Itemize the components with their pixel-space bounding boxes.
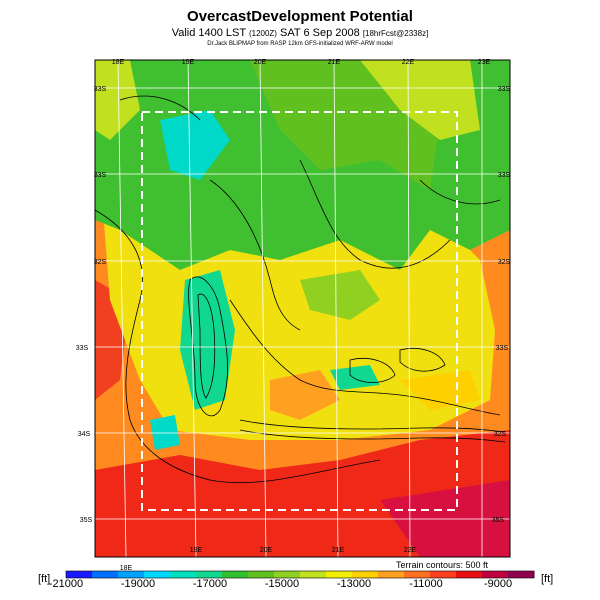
colorbar-swatch [352, 571, 379, 578]
colorbar-frame [65, 570, 535, 579]
field-cyan-north [160, 110, 230, 180]
colorbar-tick-label: -15000 [264, 578, 300, 590]
lon-top-5: 23E [478, 59, 491, 66]
field-yellowgreen-center [300, 270, 380, 320]
lon-bottom-2: 20E [260, 547, 273, 554]
lat-right-3: 33S [496, 345, 509, 352]
lat-right-4: 32S [494, 431, 507, 438]
ridge-contour-2 [239, 419, 506, 433]
lat-left-3: 33S [76, 345, 89, 352]
field-yellowgreen-ne [360, 60, 480, 140]
lat-left-5: 35S [80, 517, 93, 524]
chart-title: OvercastDevelopment Potential [187, 8, 413, 25]
colorbar-swatch [274, 571, 301, 578]
lon-bottom-3: 21E [332, 547, 345, 554]
north-contour-1 [209, 179, 301, 331]
hill-contour-1 [349, 358, 396, 383]
colorbar-swatch [326, 571, 353, 578]
north-contour-3 [119, 95, 201, 121]
valid-time: Valid 1400 LST [171, 27, 246, 39]
hill-contour-2 [399, 348, 446, 372]
forecast-info: [18hrFcst@2338z] [362, 29, 429, 38]
colorbar-tick-label: -11000 [409, 578, 443, 590]
meridian-20e [259, 60, 267, 557]
colorbar-unit-right: [ft] [541, 573, 554, 585]
lon-top-3: 21E [328, 59, 341, 66]
colorbar-swatch [170, 571, 197, 578]
forecast-field [95, 60, 510, 557]
colorbar-swatch [196, 571, 223, 578]
colorbar-unit-left: [ft] [38, 573, 51, 585]
lat-left-2: 32S [94, 259, 107, 266]
colorbar-swatch [144, 571, 171, 578]
ridge-contour-1 [229, 299, 501, 416]
meridian-22e [407, 60, 411, 557]
valid-date: SAT 6 Sep 2008 [280, 27, 360, 39]
ridge-contour-3 [239, 429, 506, 443]
lat-left-4: 34S [78, 431, 91, 438]
lat-right-5: 35S [492, 517, 505, 524]
colorbar-tick-label: -9000 [483, 578, 513, 590]
graticule [95, 60, 510, 557]
meridian-18e [117, 60, 127, 557]
lat-right-0: 33S [498, 86, 511, 93]
inner-domain-box [141, 111, 458, 511]
map-frame [94, 59, 511, 558]
axis-labels: 18E 19E 20E 21E 22E 23E 18E 19E 20E 21E … [76, 59, 511, 572]
colorbar-swatch [248, 571, 275, 578]
field-teal-east [330, 365, 380, 390]
lon-top-4: 22E [402, 59, 415, 66]
colorbar-swatch [482, 571, 509, 578]
colorbar-swatch [118, 571, 145, 578]
lon-bottom-1: 19E [190, 547, 203, 554]
meridian-21e [333, 60, 339, 557]
model-credit: Dr.Jack BLIPMAP from RASP 12km GFS-initi… [207, 41, 393, 47]
lon-top-2: 20E [254, 59, 267, 66]
colorbar-swatch [300, 571, 327, 578]
lat-right-1: 33S [498, 172, 511, 179]
colorbar-swatch [66, 571, 93, 578]
field-yellowgreen-nw [95, 60, 140, 140]
colorbar-swatch [404, 571, 431, 578]
colorbar-tick-label: -19000 [120, 578, 156, 590]
colorbar-swatch [508, 571, 535, 578]
lon-top-0: 18E [112, 59, 125, 66]
colorbar-swatch [92, 571, 119, 578]
utc-time: (1200Z) [248, 29, 277, 38]
colorbar-tick-label: -13000 [336, 578, 372, 590]
colorbar-swatch [222, 571, 249, 578]
field-cyan-southwest [150, 415, 180, 450]
field-teal-mountains [180, 270, 235, 410]
colorbar-swatch [456, 571, 483, 578]
field-gold-east [400, 370, 480, 410]
meridian-19e [187, 60, 197, 557]
colorbar-swatch [378, 571, 405, 578]
colorbar-tick-label: -17000 [192, 578, 228, 590]
lon-bottom-4: 22E [404, 547, 417, 554]
lat-right-2: 32S [498, 259, 511, 266]
lat-left-1: 33S [94, 172, 107, 179]
lon-top-1: 19E [182, 59, 195, 66]
terrain-contour-note: Terrain contours: 500 ft [396, 560, 489, 570]
field-orange-interior [270, 370, 340, 420]
lon-bottom-0: 18E [120, 565, 133, 572]
mountain-contour-2 [197, 293, 216, 399]
colorbar-tick-label: -21000 [48, 578, 84, 590]
valid-time-subtitle: Valid 1400 LST (1200Z) SAT 6 Sep 2008 [1… [0, 27, 600, 39]
colorbar-swatch [430, 571, 457, 578]
lat-left-0: 33S [94, 86, 107, 93]
field-southeast-darkred [380, 480, 510, 557]
colorbar [66, 571, 535, 578]
